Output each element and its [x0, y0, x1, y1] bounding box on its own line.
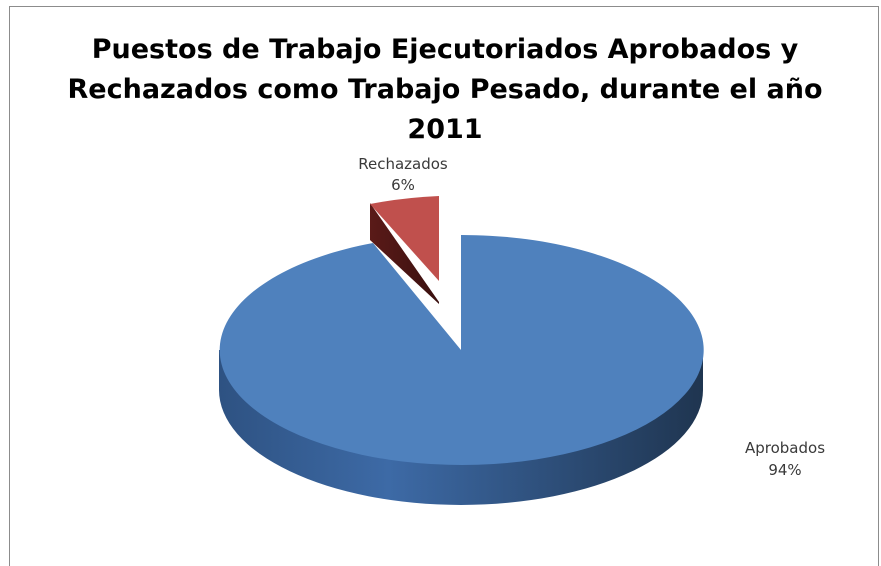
slice-rechazados-side [370, 203, 439, 304]
label-aprobados-name: Aprobados [745, 439, 825, 457]
slice-aprobados [219, 234, 704, 505]
slice-rechazados-top [370, 196, 439, 281]
chart-title: Puestos de Trabajo Ejecutoriados Aprobad… [67, 34, 823, 145]
slice-aprobados-top [219, 234, 704, 465]
slice-rechazados [370, 196, 439, 304]
label-aprobados-percent: 94% [768, 461, 801, 479]
label-rechazados-percent: 6% [391, 176, 415, 194]
label-rechazados-name: Rechazados [358, 155, 448, 173]
